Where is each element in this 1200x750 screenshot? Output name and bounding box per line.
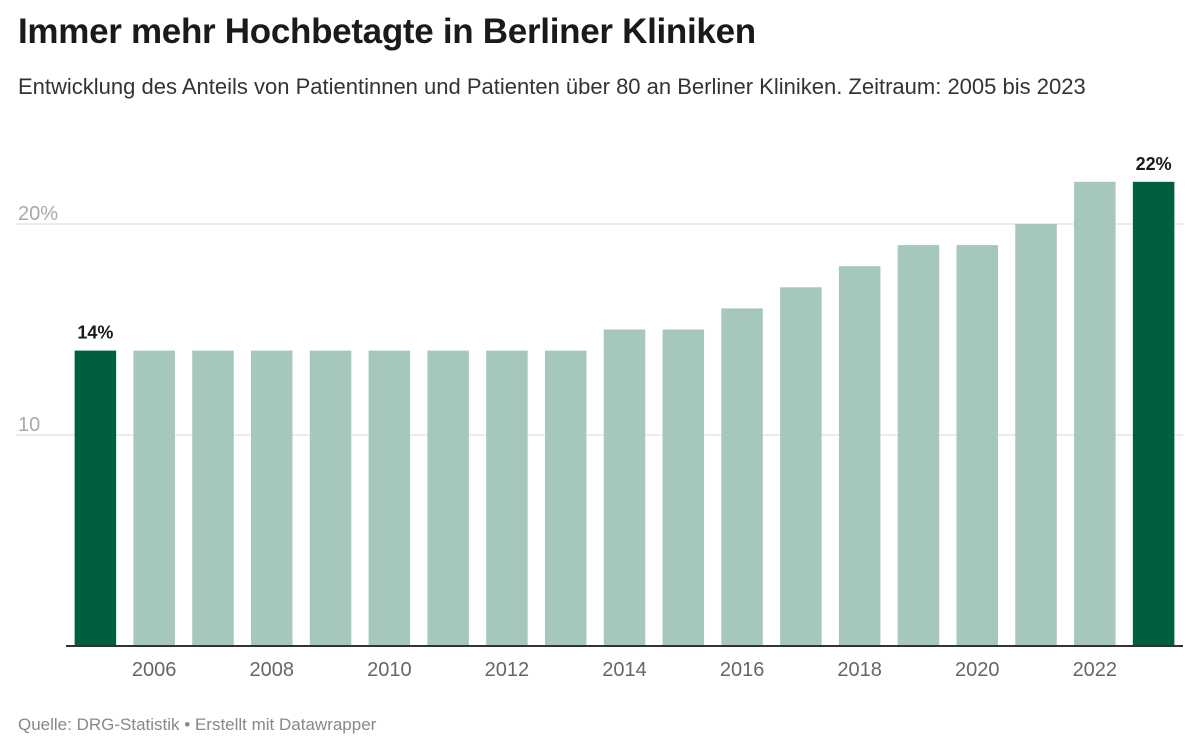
chart-title: Immer mehr Hochbetagte in Berliner Klini… [18,12,756,51]
bar-2014 [603,329,646,646]
bar-2008 [251,350,293,646]
x-tick-label-2010: 2010 [367,659,412,681]
x-tick-label-2022: 2022 [1073,659,1118,681]
axes: 2006 2008 2010 2012 2014 2016 2018 2020 2022 [66,645,1183,681]
data-label-2005: 14% [77,323,113,343]
bar-2018 [838,266,881,646]
x-tick-label-2020: 2020 [955,659,1000,681]
x-tick-label-2016: 2016 [720,659,765,681]
bar-2013 [544,350,587,646]
x-tick-label-2006: 2006 [132,659,177,681]
bar-2020 [956,245,998,646]
bar-2019 [897,245,940,646]
chart-subtitle: Entwicklung des Anteils von Patientinnen… [18,74,1086,99]
bar-2005 [74,350,117,646]
x-tick-label-2018: 2018 [837,659,882,681]
bar-2022 [1074,181,1116,647]
y-tick-label: 20% [18,203,58,225]
bar-chart: 10 20% 14% 22% 2006 2008 2010 2012 2014 2016 201… [16,154,1183,681]
bar-2023 [1132,181,1175,647]
x-tick-label-2014: 2014 [602,659,647,681]
bar-2015 [662,329,705,646]
bar-2011 [427,350,469,646]
bar-2016 [721,308,763,646]
x-tick-label-2012: 2012 [485,659,530,681]
x-tick-label-2008: 2008 [250,659,295,681]
bar-2006 [133,350,175,646]
bar-2007 [192,350,234,646]
bars [74,181,1175,647]
y-tick-label: 10 [18,414,40,436]
gridlines: 10 20% [16,203,1183,436]
data-label-2023: 22% [1136,154,1172,174]
bar-2010 [368,350,411,646]
bar-2009 [309,350,352,646]
source-footer: Quelle: DRG-Statistik • Erstellt mit Dat… [18,715,377,734]
bar-2021 [1015,224,1057,646]
bar-2017 [780,287,822,646]
data-labels: 14% 22% [77,154,1171,343]
bar-2012 [486,350,528,646]
